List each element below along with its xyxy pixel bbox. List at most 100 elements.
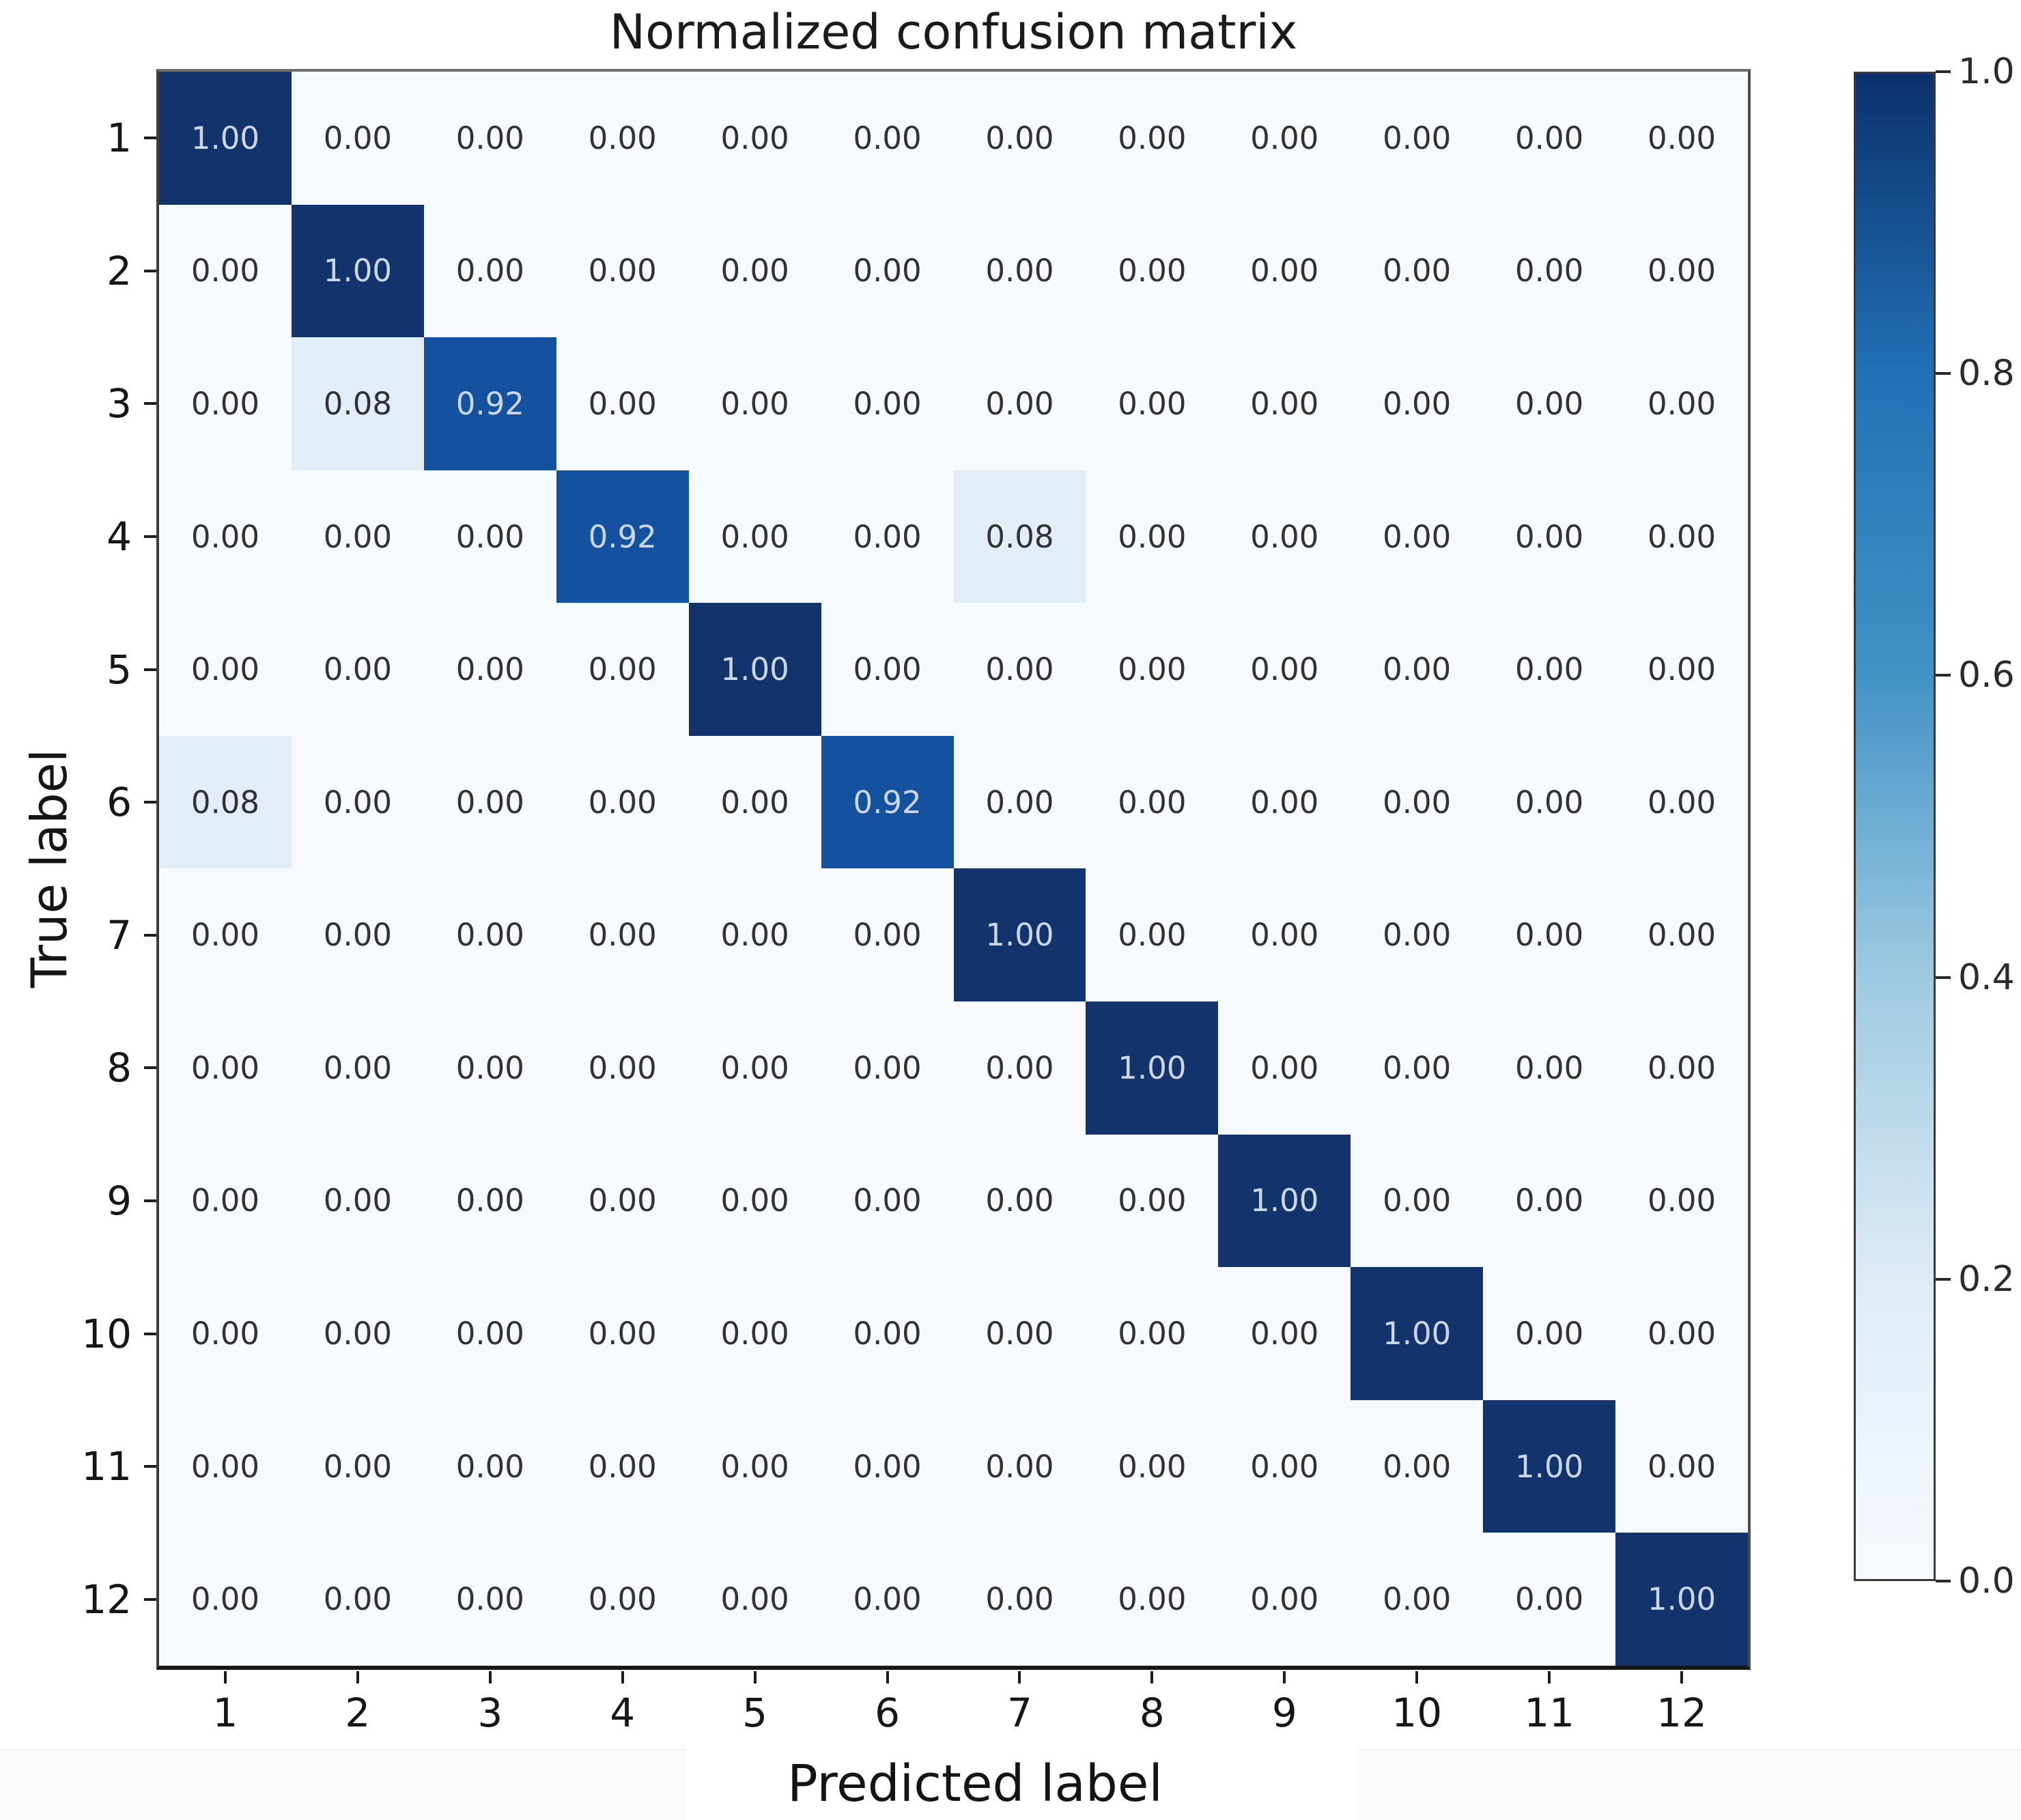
matrix-cell: 0.00 [556,1134,689,1268]
y-tick-mark [144,1465,156,1468]
matrix-cell: 0.00 [159,204,292,338]
matrix-cell: 0.00 [1351,603,1484,736]
matrix-cell: 0.00 [1086,204,1219,338]
x-tick-mark [1150,1671,1154,1683]
colorbar [1854,72,1936,1581]
y-tick-label: 2 [107,247,132,294]
matrix-cell: 1.00 [159,72,292,205]
matrix-cell: 0.00 [1483,72,1616,205]
matrix-cell: 0.92 [821,735,954,869]
matrix-cell: 0.00 [1615,1001,1748,1135]
y-tick-mark [144,933,156,937]
x-tick-mark [621,1671,624,1683]
matrix-cell: 0.00 [1218,603,1351,736]
matrix-cell: 0.00 [821,204,954,338]
matrix-cell: 0.00 [1483,868,1616,1002]
matrix-cell: 0.00 [1218,1001,1351,1135]
matrix-cell: 0.00 [1351,1134,1484,1268]
matrix-cell: 1.00 [1483,1399,1616,1533]
colorbar-tick-label: 0.4 [1958,956,2015,998]
matrix-cell: 0.00 [688,735,821,869]
matrix-cell: 0.00 [159,1399,292,1533]
matrix-cell: 0.00 [1351,72,1484,205]
y-tick-label: 5 [107,646,132,693]
matrix-cell: 0.00 [953,1267,1086,1400]
matrix-cell: 1.00 [1218,1134,1351,1268]
x-axis-title: Predicted label [787,1754,1163,1813]
matrix-cell: 0.00 [1615,1267,1748,1400]
matrix-cell: 0.00 [1218,735,1351,869]
matrix-cell: 0.00 [423,470,556,603]
matrix-cell: 0.00 [1086,337,1219,470]
matrix-cell: 0.00 [159,1134,292,1268]
matrix-cell: 0.00 [291,1399,424,1533]
matrix-cell: 0.00 [953,1533,1086,1666]
matrix-cell: 0.00 [423,603,556,736]
matrix-cell: 0.00 [1483,1001,1616,1135]
matrix-cell: 0.00 [1483,1533,1616,1666]
matrix-cell: 0.00 [556,1533,689,1666]
matrix-cell: 0.00 [821,1399,954,1533]
y-tick-label: 1 [107,115,132,162]
x-tick-label: 5 [742,1690,768,1736]
x-tick-mark [356,1671,359,1683]
x-tick-label: 12 [1656,1690,1707,1736]
matrix-cell: 0.00 [1351,1399,1484,1533]
matrix-cell: 0.00 [291,1134,424,1268]
matrix-cell: 0.00 [1615,1134,1748,1268]
matrix-cell: 0.00 [159,337,292,470]
matrix-cell: 0.00 [423,1134,556,1268]
y-tick-label: 9 [107,1177,132,1224]
colorbar-tick-label: 0.2 [1958,1258,2015,1300]
matrix-cell: 0.00 [1615,72,1748,205]
x-tick-mark [886,1671,889,1683]
matrix-cell: 1.00 [291,204,424,338]
matrix-cell: 0.00 [1615,337,1748,470]
colorbar-tick-label: 0.6 [1958,655,2015,696]
matrix-cell: 0.00 [291,1001,424,1135]
matrix-cell: 0.00 [159,868,292,1002]
matrix-cell: 0.00 [821,603,954,736]
matrix-cell: 0.00 [688,1399,821,1533]
x-tick-mark [488,1671,492,1683]
x-axis-title-backdrop [686,1745,1359,1820]
matrix-cell: 0.00 [423,1533,556,1666]
matrix-cell: 0.00 [1615,470,1748,603]
y-tick-label: 11 [81,1443,132,1490]
y-tick-label: 7 [107,911,132,958]
y-tick-label: 12 [81,1576,132,1623]
matrix-cell: 0.00 [953,735,1086,869]
colorbar-tick-mark [1936,372,1951,375]
x-tick-mark [1283,1671,1286,1683]
y-axis-title: True label [20,749,78,988]
x-tick-mark [1680,1671,1684,1683]
matrix-cell: 0.00 [688,470,821,603]
matrix-cell: 0.00 [1483,204,1616,338]
colorbar-tick-mark [1936,70,1951,73]
y-tick-mark [144,1066,156,1070]
colorbar-tick-label: 0.0 [1958,1561,2015,1602]
x-tick-mark [1548,1671,1551,1683]
matrix-cell: 0.00 [556,1001,689,1135]
matrix-cell: 0.00 [821,1267,954,1400]
y-tick-mark [144,1597,156,1601]
matrix-cell: 0.00 [1351,1001,1484,1135]
x-tick-mark [223,1671,227,1683]
matrix-cell: 0.00 [1218,72,1351,205]
matrix-cell: 0.00 [556,72,689,205]
matrix-cell: 0.00 [821,1001,954,1135]
matrix-cell: 0.00 [1086,470,1219,603]
matrix-cell: 0.00 [159,603,292,736]
y-tick-label: 3 [107,380,132,427]
heatmap-plot-area: 1.00 0.00 0.00 0.00 0.00 0.00 0.00 0.00 0.00 0.00… [156,69,1751,1670]
matrix-cell: 0.00 [159,1267,292,1400]
y-tick-label: 8 [107,1044,132,1092]
matrix-cell: 0.00 [688,1134,821,1268]
matrix-cell: 0.00 [1351,1533,1484,1666]
matrix-cell: 0.00 [1351,470,1484,603]
x-tick-mark [1415,1671,1419,1683]
matrix-cell: 0.00 [423,1267,556,1400]
matrix-cell: 0.00 [953,204,1086,338]
x-tick-label: 7 [1007,1690,1032,1736]
matrix-cell: 0.00 [159,1001,292,1135]
